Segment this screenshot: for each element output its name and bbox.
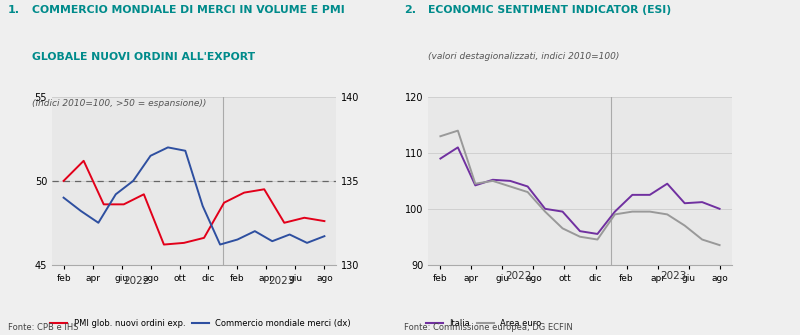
Text: 2023: 2023: [660, 271, 686, 281]
Text: 2022: 2022: [505, 271, 531, 281]
Legend: Italia, Area euro: Italia, Area euro: [426, 319, 542, 328]
Text: (valori destagionalizzati, indici 2010=100): (valori destagionalizzati, indici 2010=1…: [428, 52, 619, 61]
Text: (indici 2010=100, >50 = espansione)): (indici 2010=100, >50 = espansione)): [32, 99, 206, 108]
Text: COMMERCIO MONDIALE DI MERCI IN VOLUME E PMI: COMMERCIO MONDIALE DI MERCI IN VOLUME E …: [32, 5, 345, 15]
Legend: PMI glob. nuovi ordini exp., Commercio mondiale merci (dx): PMI glob. nuovi ordini exp., Commercio m…: [50, 319, 351, 328]
Text: Fonte: Commissione europea, DG ECFIN: Fonte: Commissione europea, DG ECFIN: [404, 323, 573, 332]
Text: GLOBALE NUOVI ORDINI ALL'EXPORT: GLOBALE NUOVI ORDINI ALL'EXPORT: [32, 52, 255, 62]
Text: 2023: 2023: [268, 276, 294, 286]
Text: ECONOMIC SENTIMENT INDICATOR (ESI): ECONOMIC SENTIMENT INDICATOR (ESI): [428, 5, 671, 15]
Text: 2022: 2022: [123, 276, 150, 286]
Text: Fonte: CPB e IHS: Fonte: CPB e IHS: [8, 323, 78, 332]
Text: 1.: 1.: [8, 5, 20, 15]
Text: 2.: 2.: [404, 5, 416, 15]
